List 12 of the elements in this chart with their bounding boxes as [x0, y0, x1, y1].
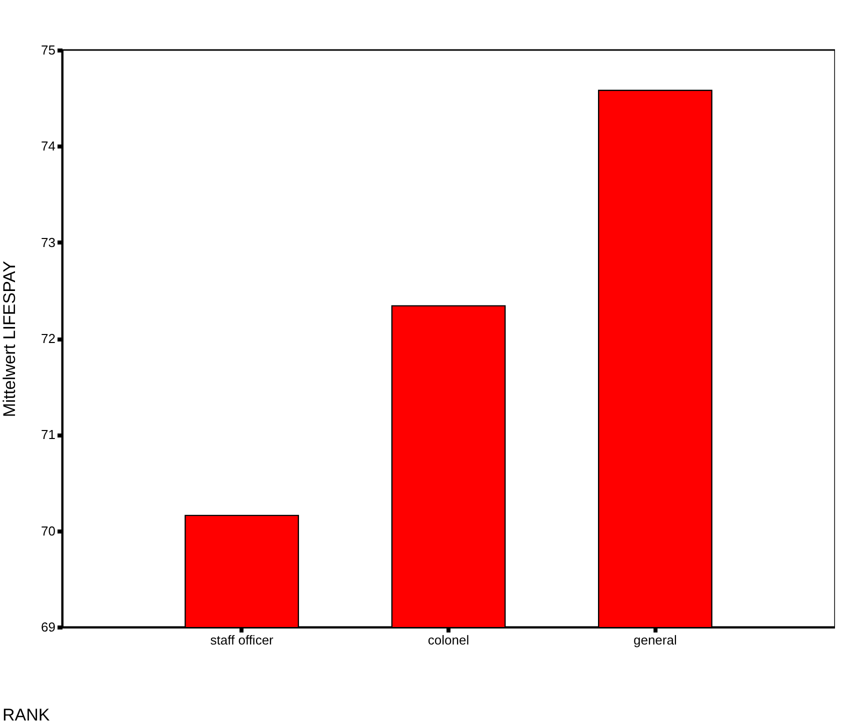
- x-axis-title: RANK: [2, 706, 50, 724]
- y-tick-label: 72: [41, 331, 56, 346]
- y-tick-label: 71: [41, 427, 56, 442]
- x-tick-label: staff officer: [210, 632, 274, 648]
- y-axis-title: Mittelwert LIFESPAY: [0, 260, 20, 418]
- y-tick-label: 69: [41, 620, 56, 634]
- y-tick-label: 70: [41, 523, 56, 538]
- y-tick-label: 75: [41, 42, 56, 58]
- y-tick-label: 73: [41, 234, 56, 250]
- y-tick-label: 74: [41, 138, 56, 154]
- x-tick-label: colonel: [428, 632, 470, 648]
- x-tick-label: general: [633, 632, 677, 648]
